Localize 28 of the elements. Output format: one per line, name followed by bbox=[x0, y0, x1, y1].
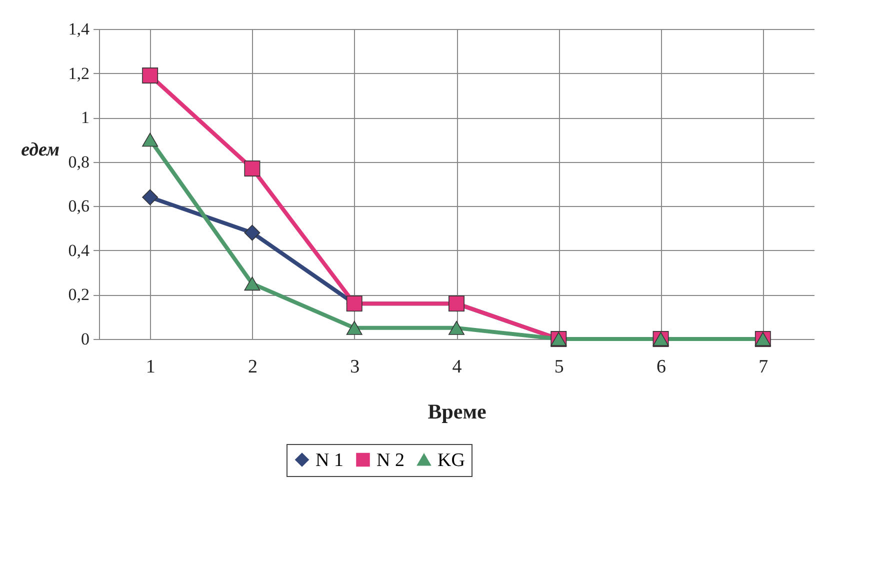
point bbox=[346, 320, 362, 335]
point bbox=[244, 224, 260, 241]
x-tick-label: 4 bbox=[452, 356, 462, 378]
y-tick-label: 0 bbox=[81, 330, 90, 348]
x-tick-label: 5 bbox=[554, 356, 564, 378]
y-tick-label: 0,8 bbox=[68, 152, 90, 172]
legend-label: N 1 bbox=[316, 450, 344, 471]
y-axis-title: едем bbox=[21, 140, 60, 161]
y-tick-label: 0,6 bbox=[68, 196, 90, 216]
legend-label: N 2 bbox=[376, 450, 404, 471]
x-axis-title: Време bbox=[428, 400, 486, 424]
y-tick-label: 0,4 bbox=[68, 240, 90, 260]
x-tick-label: 6 bbox=[656, 356, 666, 378]
point bbox=[244, 276, 260, 291]
y-tick-label: 0,2 bbox=[68, 285, 90, 304]
point bbox=[142, 189, 158, 206]
point bbox=[142, 132, 158, 147]
x-tick-label: 2 bbox=[248, 356, 258, 378]
point bbox=[448, 320, 464, 335]
y-tick-label: 1,4 bbox=[68, 20, 90, 38]
x-tick-label: 7 bbox=[758, 356, 768, 378]
legend-label: KG bbox=[438, 450, 466, 471]
y-tick-label: 1,2 bbox=[68, 64, 90, 83]
point bbox=[244, 160, 260, 176]
point bbox=[142, 68, 158, 84]
x-tick-label: 1 bbox=[146, 356, 156, 378]
y-tick-label: 1 bbox=[81, 108, 90, 128]
x-tick-label: 3 bbox=[350, 356, 360, 378]
